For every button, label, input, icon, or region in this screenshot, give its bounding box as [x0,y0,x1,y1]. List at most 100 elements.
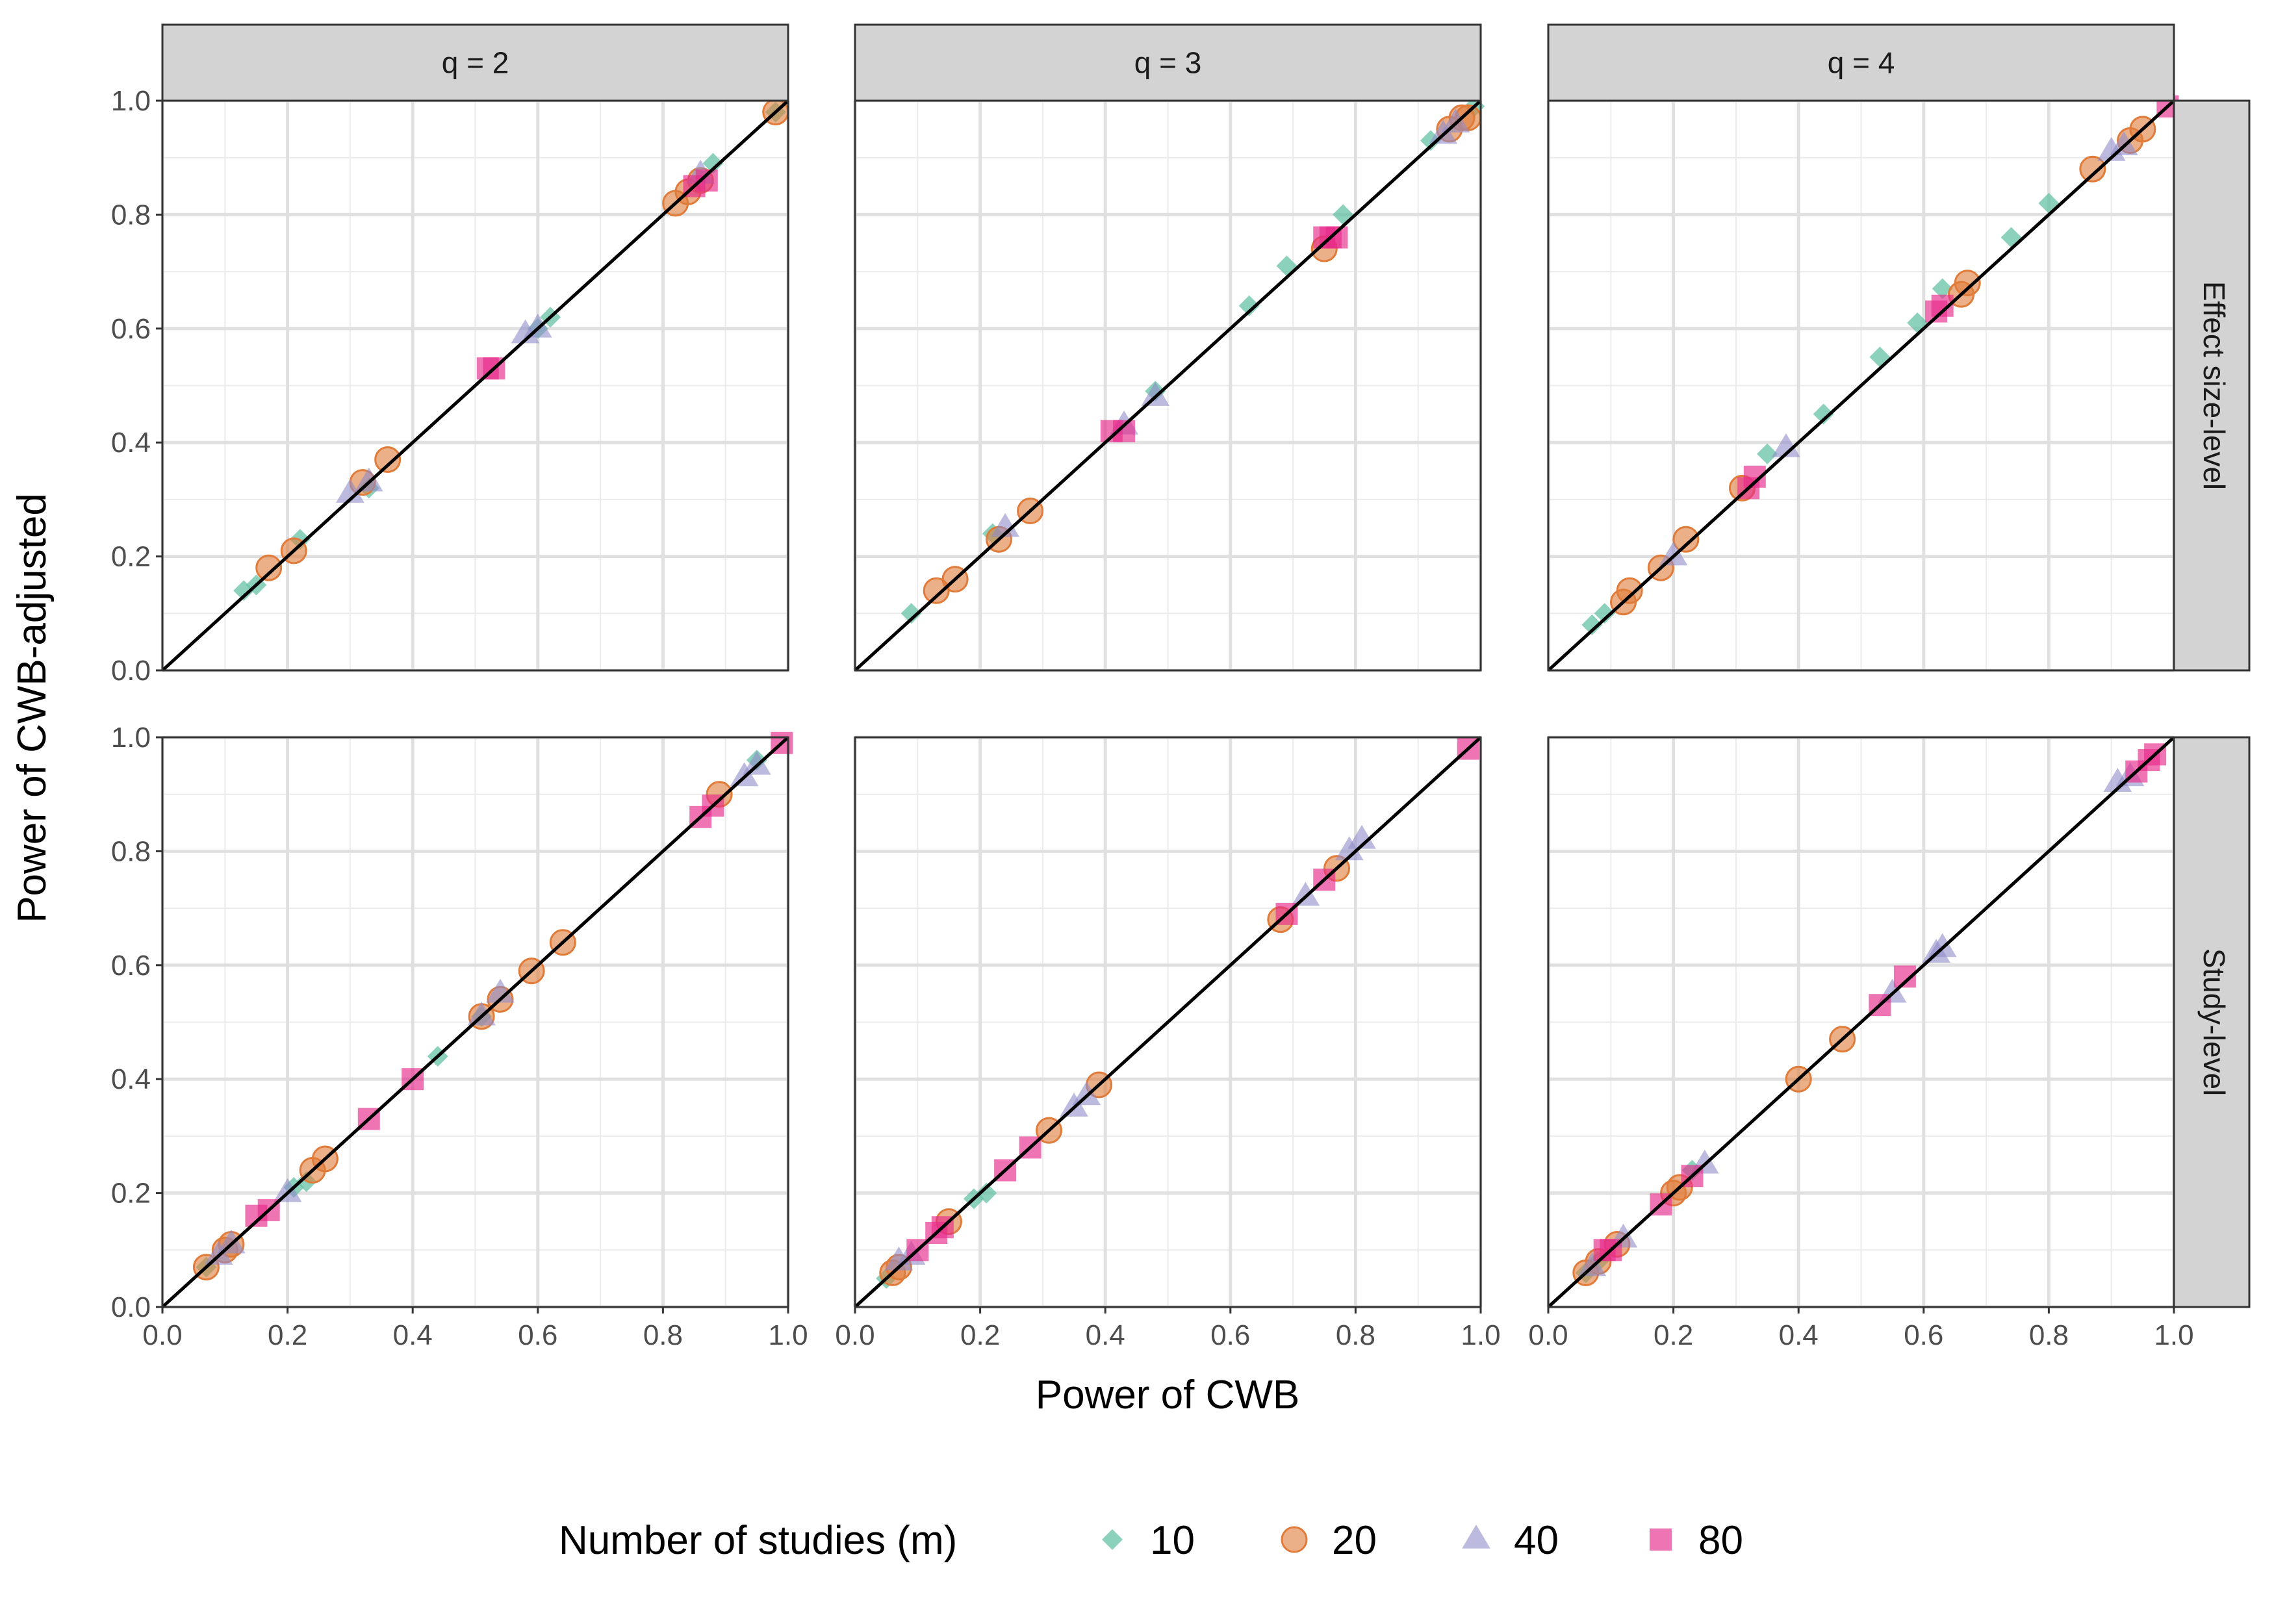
legend-entry-label: 40 [1514,1518,1559,1563]
data-point-m20 [374,446,402,474]
data-point-m40 [486,978,515,1003]
data-point-m10 [1907,312,1928,334]
data-point-m40 [1348,824,1376,849]
x-tick-label: 0.6 [1904,1319,1943,1351]
y-tick-label: 1.0 [111,722,151,754]
column-strip-label: q = 4 [1828,46,1895,80]
x-tick-label: 0.0 [1528,1319,1568,1351]
panel-border [854,736,1482,1308]
data-point-m40 [1772,433,1800,457]
x-tick-label: 0.0 [142,1319,182,1351]
data-point-m10 [1238,295,1260,316]
y-axis-title: Power of CWB-adjusted [10,493,55,923]
column-strip [1547,23,2175,102]
identity-reference-line [161,99,789,672]
x-tick-label: 0.4 [1779,1319,1819,1351]
legend-entry-label: 10 [1150,1518,1195,1563]
y-tick-label: 1.0 [111,85,151,117]
panel-r0-c2: q = 4 Effect size-level [1546,23,2251,672]
data-point-m40 [1291,882,1320,906]
data-point-m40 [2110,131,2138,155]
data-point-m20 [1954,270,1981,297]
y-tick-label: 0.8 [111,199,151,231]
y-tick-label: 0.4 [111,1063,151,1095]
data-point-m10 [1594,603,1615,624]
panel-r0-c0: 0.0 0.2 0.4 0.6 0.8 1.0 q = 2 [111,23,790,687]
legend-entry-label: 80 [1698,1518,1743,1563]
x-tick-label: 0.0 [835,1319,875,1351]
y-tick-label: 0.2 [111,1178,151,1210]
row-strip-label: Effect size-level [2197,281,2231,490]
data-point-m40 [991,513,1019,537]
data-point-m20 [1616,577,1643,604]
identity-reference-line [1547,736,2175,1308]
data-point-m10 [901,603,922,624]
row-strip [2173,99,2251,672]
legend-entry-10: 10 [1102,1518,1195,1563]
data-point-m10 [1813,403,1834,425]
data-point-m20 [2079,155,2106,183]
panel-r1-c2: 0.0 0.2 0.4 0.6 0.8 1.0 Study-level [1528,735,2251,1351]
panel-r0-c1: q = 3 [853,23,1485,672]
data-point-m10 [1932,278,1953,299]
identity-reference-line [854,99,1482,672]
legend-entry-20: 20 [1281,1518,1377,1563]
legend-key-triangle-icon [1462,1525,1490,1549]
legend-entry-40: 40 [1462,1518,1559,1563]
legend-key-diamond-icon [1102,1529,1123,1550]
data-point-m40 [336,479,364,503]
data-point-m40 [217,1229,246,1254]
data-point-m40 [1659,541,1688,566]
x-tick-label: 0.4 [393,1319,433,1351]
panel-r1-c0: 0.0 0.2 0.4 0.6 0.8 1.0 0.0 0.2 0.4 0.6 0.8 1.0 [111,722,808,1351]
x-tick-label: 1.0 [768,1319,808,1351]
y-tick-label: 0.6 [111,313,151,345]
y-tick-label: 0.2 [111,541,151,573]
data-point-m10 [702,153,724,174]
x-tick-label: 0.2 [960,1319,1000,1351]
x-tick-label: 0.8 [1336,1319,1375,1351]
data-point-m40 [523,313,552,338]
legend-entry-label: 20 [1332,1518,1377,1563]
identity-reference-line [161,736,789,1308]
data-point-m10 [1757,443,1778,464]
identity-reference-line [854,736,1482,1308]
x-tick-label: 0.2 [1654,1319,1693,1351]
column-strip [161,23,789,102]
data-point-m40 [1578,1252,1607,1276]
column-strip [854,23,1482,102]
x-tick-label: 0.8 [643,1319,683,1351]
legend-key-circle-icon [1281,1526,1308,1553]
x-axis-title: Power of CWB [1036,1373,1300,1417]
row-strip [2173,736,2251,1308]
legend-entry-80: 80 [1650,1518,1743,1563]
data-point-m40 [1072,1081,1101,1106]
y-tick-label: 0.6 [111,950,151,982]
data-point-m40 [273,1178,302,1202]
y-tick-label: 0.4 [111,427,151,459]
data-point-m20 [1672,526,1700,553]
x-tick-label: 1.0 [2154,1319,2193,1351]
data-point-m40 [1928,933,1957,958]
y-tick-label: 0.0 [111,655,151,687]
data-point-m40 [354,467,383,492]
legend-key-square-icon [1650,1529,1672,1551]
data-point-m10 [976,1182,997,1204]
data-point-m40 [743,750,771,775]
panels-layer: 0.0 0.2 0.4 0.6 0.8 1.0 q = 2 q = 3 q = 4 Effect … [111,23,2251,1351]
data-point-m20 [255,554,283,581]
x-tick-label: 0.6 [518,1319,557,1351]
x-tick-label: 0.8 [2029,1319,2069,1351]
legend: Number of studies (m) 10 20 40 80 [559,1518,1743,1563]
x-tick-label: 0.6 [1210,1319,1250,1351]
panel-border [161,736,789,1308]
column-strip-label: q = 2 [442,46,509,80]
identity-reference-line [1547,99,2175,672]
row-strip-label: Study-level [2197,948,2231,1097]
data-point-m40 [1441,108,1470,133]
data-point-m40 [1141,382,1170,406]
panel-r1-c1: 0.0 0.2 0.4 0.6 0.8 1.0 [835,735,1501,1351]
x-tick-label: 1.0 [1461,1319,1500,1351]
y-tick-label: 0.0 [111,1291,151,1323]
